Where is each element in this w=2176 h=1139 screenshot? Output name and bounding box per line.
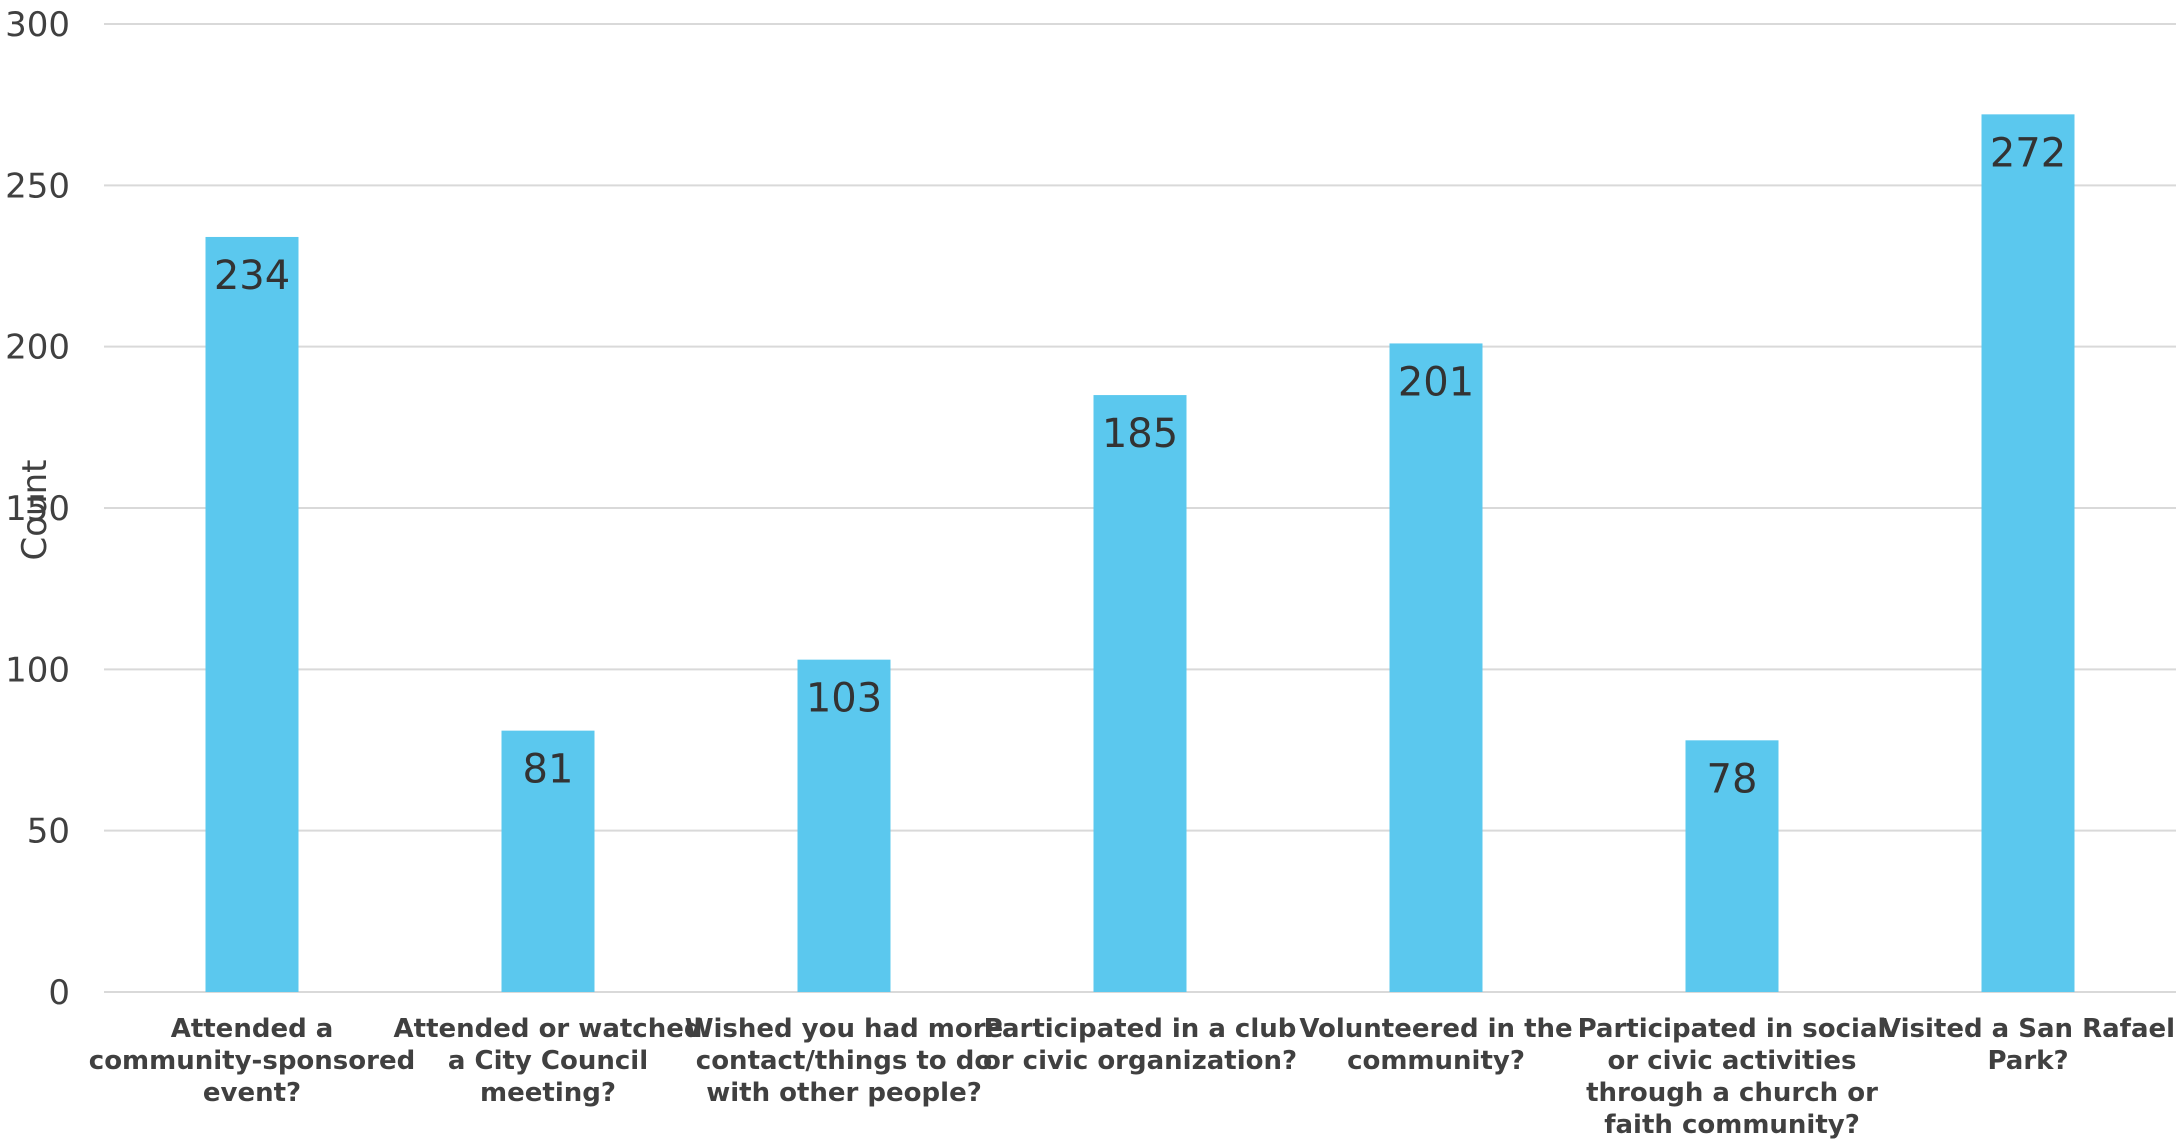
bar <box>1685 740 1779 992</box>
data-labels: 234 81 103 185 201 78 272 <box>214 130 2066 802</box>
y-axis-title: Count <box>15 460 55 561</box>
bar <box>1093 395 1187 993</box>
x-category-label: Attended a community-sponsored event? <box>89 1014 415 1108</box>
y-tick-label: 50 <box>27 812 70 852</box>
data-label: 234 <box>214 253 290 299</box>
x-category-label: Visited a San Rafael Park? <box>1881 1014 2175 1076</box>
y-tick-label: 200 <box>5 328 70 368</box>
y-tick-label: 0 <box>48 973 70 1013</box>
y-tick-label: 300 <box>5 5 70 45</box>
y-axis-ticks: 0 50 100 150 200 250 300 <box>5 5 70 1013</box>
x-category-label: Participated in social or civic activitie… <box>1578 1014 1887 1139</box>
bar <box>205 236 299 992</box>
bars <box>205 114 2075 993</box>
y-tick-label: 250 <box>5 166 70 206</box>
y-tick-label: 150 <box>5 489 70 529</box>
data-label: 78 <box>1707 756 1758 802</box>
data-label: 185 <box>1102 411 1178 457</box>
data-label: 81 <box>523 747 574 793</box>
data-label: 201 <box>1398 359 1474 405</box>
bar <box>797 659 891 992</box>
x-category-label: Wished you had more contact/things to do w… <box>685 1014 1003 1108</box>
data-label: 103 <box>806 676 882 722</box>
x-axis-category-labels: Attended a community-sponsored event?Atten… <box>89 1014 2175 1139</box>
bar <box>1981 114 2075 992</box>
bar <box>501 730 595 992</box>
data-label: 272 <box>1990 130 2066 176</box>
y-tick-label: 100 <box>5 650 70 690</box>
x-category-label: Attended or watched a City Council meeting… <box>394 1014 703 1108</box>
x-category-label: Participated in a club or civic organizat… <box>983 1014 1297 1076</box>
bar <box>1389 343 1483 992</box>
x-category-label: Volunteered in the community? <box>1299 1014 1572 1076</box>
